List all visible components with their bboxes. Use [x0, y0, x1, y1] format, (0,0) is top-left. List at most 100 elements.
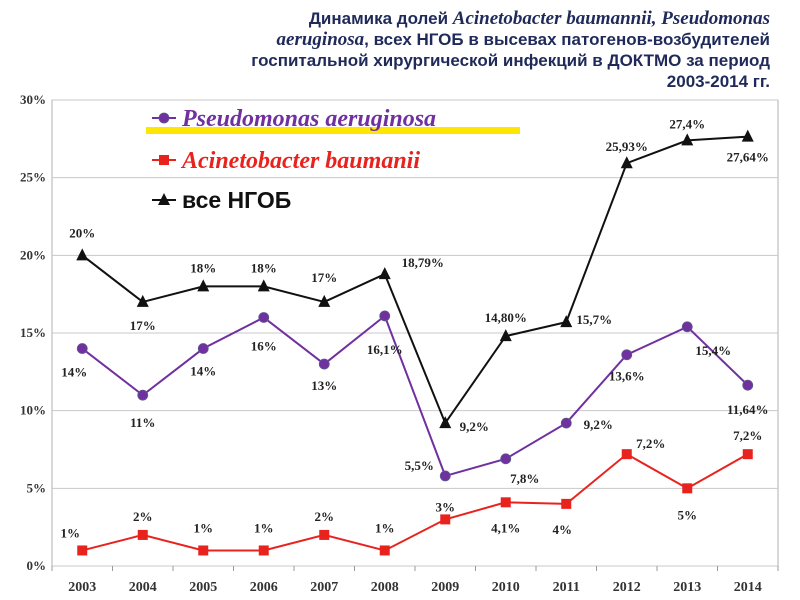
data-label-pseudomonas: 9,2% [584, 417, 613, 432]
data-point-acinetobacter [319, 529, 330, 540]
data-point-acinetobacter [379, 545, 390, 556]
data-point-ngob [499, 329, 512, 342]
y-tick-label: 30% [20, 92, 46, 107]
data-point-acinetobacter [440, 514, 451, 525]
data-point-pseudomonas [500, 453, 512, 465]
data-label-acinetobacter: 1% [375, 520, 395, 535]
data-label-pseudomonas: 11,64% [727, 402, 769, 417]
legend-highlight-bar [146, 127, 520, 134]
x-tick-label: 2006 [250, 580, 278, 595]
data-label-ngob: 20% [69, 225, 95, 240]
y-tick-label: 15% [20, 325, 46, 340]
data-label-pseudomonas: 15,4% [695, 343, 731, 358]
x-tick-label: 2014 [734, 580, 762, 595]
data-label-acinetobacter: 1% [61, 525, 81, 540]
data-point-pseudomonas [681, 321, 693, 333]
data-label-ngob: 18% [190, 260, 216, 275]
data-point-acinetobacter [682, 483, 693, 494]
data-label-acinetobacter: 2% [315, 509, 335, 524]
data-point-pseudomonas [560, 417, 572, 429]
series-line-pseudomonas [81, 314, 749, 478]
data-label-ngob: 18,79% [402, 255, 444, 270]
data-label-ngob: 27,64% [727, 150, 769, 165]
data-point-ngob [620, 156, 633, 169]
data-point-ngob [439, 416, 452, 429]
title-line-4: 2003-2014 гг. [666, 72, 770, 91]
data-label-pseudomonas: 14% [190, 364, 216, 379]
chart-title: Динамика долей Acinetobacter baumannii, … [70, 8, 770, 92]
x-tick-label: 2008 [371, 580, 399, 595]
data-label-acinetobacter: 7,2% [733, 428, 762, 443]
data-label-acinetobacter: 1% [194, 520, 214, 535]
data-label-acinetobacter: 2% [133, 509, 153, 524]
data-point-acinetobacter [77, 545, 88, 556]
data-point-ngob [257, 279, 270, 292]
data-point-pseudomonas [197, 343, 209, 354]
data-label-acinetobacter: 4,1% [491, 520, 520, 535]
data-point-pseudomonas [258, 312, 270, 323]
data-point-acinetobacter [500, 497, 511, 508]
title-line-2: aeruginosa, всех НГОБ в высевах патогено… [276, 29, 770, 50]
legend-marker-ngob [158, 193, 170, 205]
data-point-acinetobacter [742, 449, 753, 460]
legend-marker-pseudomonas [158, 112, 170, 124]
x-tick-label: 2013 [673, 580, 701, 595]
y-tick-label: 5% [27, 480, 47, 495]
series-line-acinetobacter [82, 452, 749, 552]
data-label-ngob: 17% [311, 270, 337, 285]
data-label-pseudomonas: 16% [251, 338, 277, 353]
data-label-pseudomonas: 16,1% [367, 342, 403, 357]
data-point-ngob [560, 315, 573, 328]
data-label-ngob: 9,2% [460, 419, 489, 434]
data-point-pseudomonas [379, 310, 391, 322]
data-label-pseudomonas: 11% [130, 415, 155, 430]
data-point-acinetobacter [258, 545, 269, 556]
data-label-ngob: 17% [130, 318, 156, 333]
x-tick-label: 2007 [310, 580, 338, 595]
data-point-acinetobacter [561, 498, 572, 509]
x-tick-label: 2004 [129, 580, 157, 595]
x-tick-label: 2003 [68, 580, 96, 595]
data-label-pseudomonas: 5,5% [405, 458, 434, 473]
y-tick-label: 0% [27, 558, 47, 573]
data-label-pseudomonas: 7,8% [510, 471, 539, 486]
x-tick-label: 2011 [553, 580, 580, 595]
data-point-pseudomonas [742, 379, 754, 391]
data-label-acinetobacter: 5% [678, 507, 698, 522]
legend-label-acinetobacter: Acinetobacter baumanii [180, 148, 420, 174]
y-tick-label: 25% [20, 170, 46, 185]
y-tick-label: 20% [20, 247, 46, 262]
data-label-ngob: 14,80% [485, 310, 527, 325]
data-label-pseudomonas: 13% [311, 378, 337, 393]
data-point-pseudomonas [318, 358, 330, 370]
series-line-ngob [81, 135, 748, 426]
data-point-ngob [136, 294, 149, 307]
title-line-1: Динамика долей Acinetobacter baumannii, … [308, 8, 770, 29]
data-label-ngob: 25,93% [606, 139, 648, 154]
data-label-ngob: 18% [251, 260, 277, 275]
y-tick-label: 10% [20, 403, 46, 418]
data-label-ngob: 27,4% [669, 116, 705, 131]
title-line-3: госпитальной хирургической инфекций в ДО… [251, 51, 770, 70]
data-point-ngob [378, 267, 391, 280]
x-tick-label: 2009 [431, 580, 459, 595]
data-point-pseudomonas [439, 470, 451, 482]
data-label-acinetobacter: 7,2% [636, 436, 665, 451]
data-point-acinetobacter [198, 545, 209, 556]
data-point-pseudomonas [76, 343, 88, 354]
data-label-acinetobacter: 1% [254, 520, 274, 535]
data-point-ngob [318, 294, 331, 307]
data-point-acinetobacter [137, 529, 148, 540]
data-label-pseudomonas: 14% [61, 365, 87, 380]
data-point-pseudomonas [621, 349, 633, 361]
legend-label-ngob: все НГОБ [182, 187, 291, 213]
data-point-acinetobacter [621, 449, 632, 460]
x-tick-label: 2012 [613, 580, 641, 595]
legend-label-pseudomonas: Pseudomonas aeruginosa [181, 106, 436, 132]
data-label-ngob: 15,7% [576, 312, 612, 327]
data-point-ngob [197, 279, 210, 292]
x-tick-label: 2010 [492, 580, 520, 595]
data-point-ngob [741, 129, 754, 142]
data-label-acinetobacter: 4% [553, 522, 573, 537]
